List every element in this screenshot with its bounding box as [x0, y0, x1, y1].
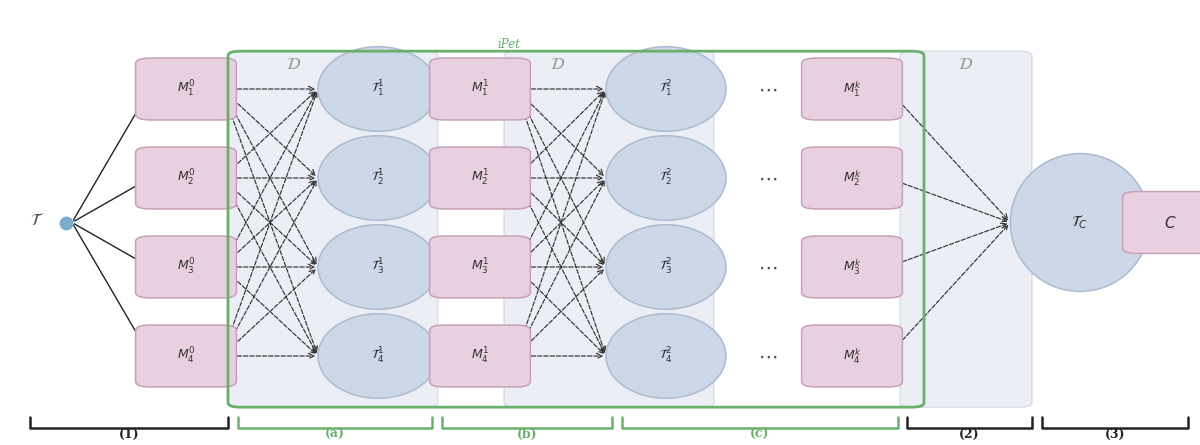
FancyBboxPatch shape — [430, 236, 530, 298]
Text: $\mathcal{T}_3^2$: $\mathcal{T}_3^2$ — [659, 257, 673, 277]
FancyBboxPatch shape — [430, 147, 530, 209]
Text: $\cdots$: $\cdots$ — [758, 258, 778, 276]
Text: $\cdots$: $\cdots$ — [758, 347, 778, 365]
Ellipse shape — [606, 225, 726, 309]
FancyBboxPatch shape — [136, 147, 236, 209]
Ellipse shape — [318, 314, 438, 398]
FancyBboxPatch shape — [430, 325, 530, 387]
Text: $\mathcal{T}_2^1$: $\mathcal{T}_2^1$ — [371, 168, 385, 188]
Ellipse shape — [606, 136, 726, 220]
Text: (1): (1) — [119, 428, 139, 441]
FancyBboxPatch shape — [136, 325, 236, 387]
Ellipse shape — [318, 225, 438, 309]
Text: $M_2^1$: $M_2^1$ — [470, 168, 490, 188]
Ellipse shape — [318, 47, 438, 131]
Text: $\mathcal{T}_2^2$: $\mathcal{T}_2^2$ — [660, 168, 672, 188]
FancyBboxPatch shape — [430, 58, 530, 120]
Text: (a): (a) — [325, 428, 344, 441]
Text: $\mathcal{T}_C$: $\mathcal{T}_C$ — [1072, 214, 1088, 231]
Text: (2): (2) — [959, 428, 980, 441]
Text: $\cdots$: $\cdots$ — [758, 80, 778, 98]
Text: $M_4^0$: $M_4^0$ — [176, 346, 196, 366]
Text: iPet: iPet — [497, 38, 521, 51]
FancyBboxPatch shape — [504, 51, 714, 407]
Text: $M_2^k$: $M_2^k$ — [842, 168, 862, 188]
Text: (b): (b) — [516, 428, 538, 441]
Text: $M_1^0$: $M_1^0$ — [176, 79, 196, 99]
Text: $\mathcal{T}_3^1$: $\mathcal{T}_3^1$ — [371, 257, 385, 277]
Text: $M_1^k$: $M_1^k$ — [842, 79, 862, 99]
FancyBboxPatch shape — [802, 325, 902, 387]
Text: $M_1^1$: $M_1^1$ — [470, 79, 490, 99]
Text: $\mathcal{T}_1^1$: $\mathcal{T}_1^1$ — [371, 79, 385, 99]
Text: $M_3^1$: $M_3^1$ — [470, 257, 490, 277]
Ellipse shape — [606, 47, 726, 131]
Text: $\mathcal{T}$: $\mathcal{T}$ — [30, 212, 44, 229]
Text: $\mathcal{D}$: $\mathcal{D}$ — [551, 56, 565, 73]
Text: $\mathcal{D}$: $\mathcal{D}$ — [287, 56, 301, 73]
Text: $M_2^0$: $M_2^0$ — [176, 168, 196, 188]
Ellipse shape — [606, 314, 726, 398]
Text: $M_4^1$: $M_4^1$ — [470, 346, 490, 366]
FancyBboxPatch shape — [228, 51, 438, 407]
FancyBboxPatch shape — [136, 58, 236, 120]
FancyBboxPatch shape — [802, 147, 902, 209]
Text: $M_4^k$: $M_4^k$ — [842, 346, 862, 366]
Text: $\mathcal{T}_4^2$: $\mathcal{T}_4^2$ — [659, 346, 673, 366]
Text: $M_3^k$: $M_3^k$ — [842, 257, 862, 277]
FancyBboxPatch shape — [802, 236, 902, 298]
Text: $\mathcal{T}_1^2$: $\mathcal{T}_1^2$ — [659, 79, 673, 99]
Text: $M_3^0$: $M_3^0$ — [176, 257, 196, 277]
Text: $C$: $C$ — [1164, 214, 1176, 231]
Ellipse shape — [1010, 154, 1150, 291]
Text: (3): (3) — [1104, 428, 1126, 441]
Text: $\cdots$: $\cdots$ — [758, 169, 778, 187]
Text: (c): (c) — [750, 428, 769, 441]
FancyBboxPatch shape — [1123, 191, 1200, 254]
FancyBboxPatch shape — [136, 236, 236, 298]
FancyBboxPatch shape — [802, 58, 902, 120]
Ellipse shape — [318, 136, 438, 220]
Text: $\mathcal{D}$: $\mathcal{D}$ — [959, 56, 973, 73]
Text: $\mathcal{T}_4^1$: $\mathcal{T}_4^1$ — [371, 346, 385, 366]
FancyBboxPatch shape — [900, 51, 1032, 407]
